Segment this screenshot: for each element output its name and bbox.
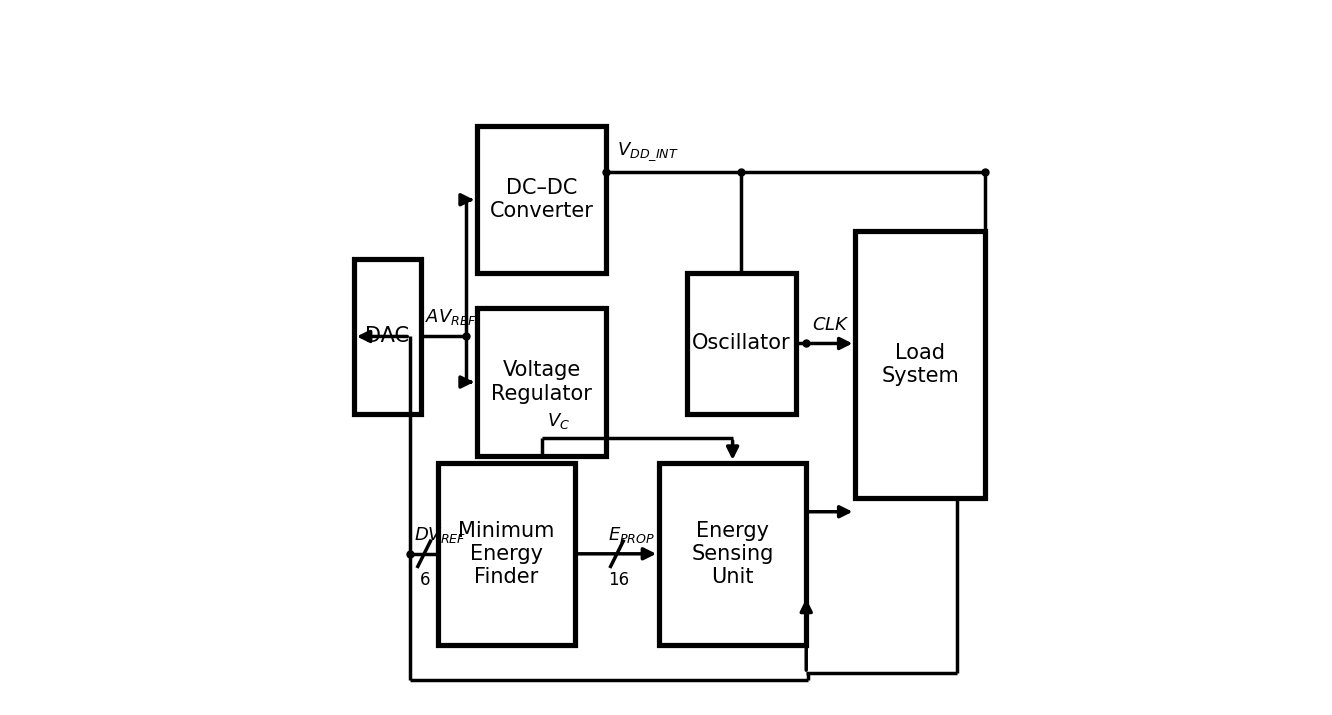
Text: $V_C$: $V_C$ — [547, 411, 570, 431]
Bar — [659, 463, 806, 645]
Bar — [354, 260, 421, 413]
Bar — [438, 463, 575, 645]
Text: Minimum
Energy
Finder: Minimum Energy Finder — [458, 521, 554, 587]
Text: Load
System: Load System — [882, 343, 959, 386]
Bar — [687, 273, 795, 413]
Text: $E_{PROP}$: $E_{PROP}$ — [609, 526, 655, 546]
Text: DC–DC
Converter: DC–DC Converter — [490, 178, 594, 222]
Text: 6: 6 — [421, 571, 430, 589]
Text: 16: 16 — [607, 571, 629, 589]
Text: Energy
Sensing
Unit: Energy Sensing Unit — [691, 521, 774, 587]
Bar — [855, 231, 984, 498]
Text: $V_{DD\_INT}$: $V_{DD\_INT}$ — [617, 140, 678, 162]
Text: DAC: DAC — [365, 327, 409, 347]
Text: $CLK$: $CLK$ — [811, 316, 850, 335]
Bar — [477, 308, 606, 455]
Text: Voltage
Regulator: Voltage Regulator — [492, 360, 591, 404]
Bar — [477, 126, 606, 273]
Text: $DV_{REF}$: $DV_{REF}$ — [414, 525, 466, 545]
Text: $AV_{REF}$: $AV_{REF}$ — [425, 307, 477, 327]
Text: Oscillator: Oscillator — [693, 333, 791, 353]
